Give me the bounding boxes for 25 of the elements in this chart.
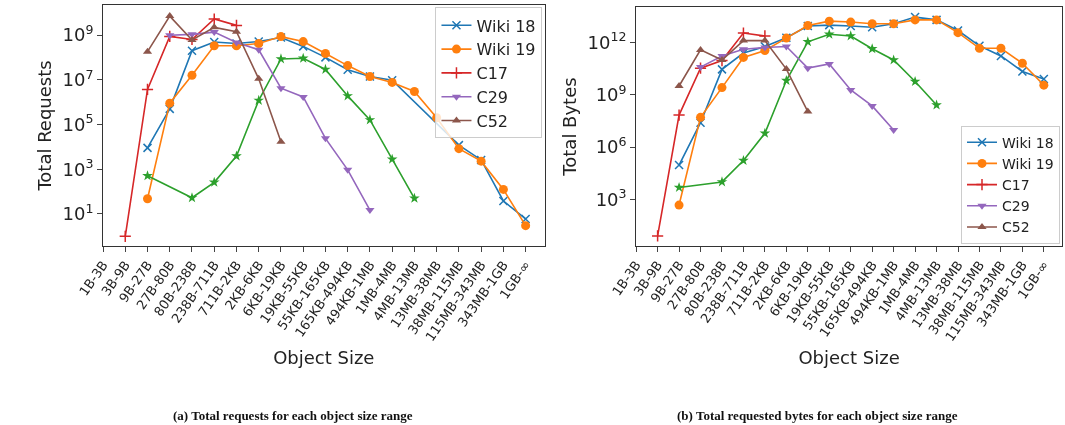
legend-label: Wiki 18	[476, 16, 536, 36]
legend-label: C52	[1002, 219, 1030, 236]
y-tick-label: 10$^{9}$	[595, 81, 627, 106]
x-axis-title: Object Size	[798, 347, 900, 369]
x-axis-title: Object Size	[273, 347, 375, 369]
legend-label: C17	[476, 64, 508, 84]
y-tick-label: 10$^{6}$	[595, 133, 627, 158]
y-tick-label: 10$^{3}$	[62, 155, 94, 180]
legend-label: Wiki 19	[1002, 155, 1054, 172]
y-tick-label: 10$^{7}$	[62, 66, 94, 91]
legend-label: C29	[476, 87, 508, 107]
y-tick-label: 10$^{12}$	[587, 29, 627, 53]
legend-label: Wiki 19	[476, 40, 536, 60]
y-tick-label: 10$^{5}$	[62, 111, 94, 135]
y-tick-label: 10$^{1}$	[62, 200, 94, 225]
y-axis-title: Total Requests	[33, 60, 55, 192]
legend-label: C29	[1002, 198, 1030, 215]
legend-label: C52	[476, 111, 508, 131]
text: (a) Total requests for each object size range	[173, 408, 413, 423]
y-axis-title: Total Bytes	[558, 77, 580, 177]
text: (b) Total requested bytes for each object size range	[677, 408, 958, 423]
y-tick-label: 10$^{3}$	[595, 186, 627, 210]
legend-label: C17	[1002, 177, 1030, 194]
legend-label: Wiki 18	[1002, 134, 1054, 151]
y-tick-label: 10$^{9}$	[62, 21, 94, 46]
